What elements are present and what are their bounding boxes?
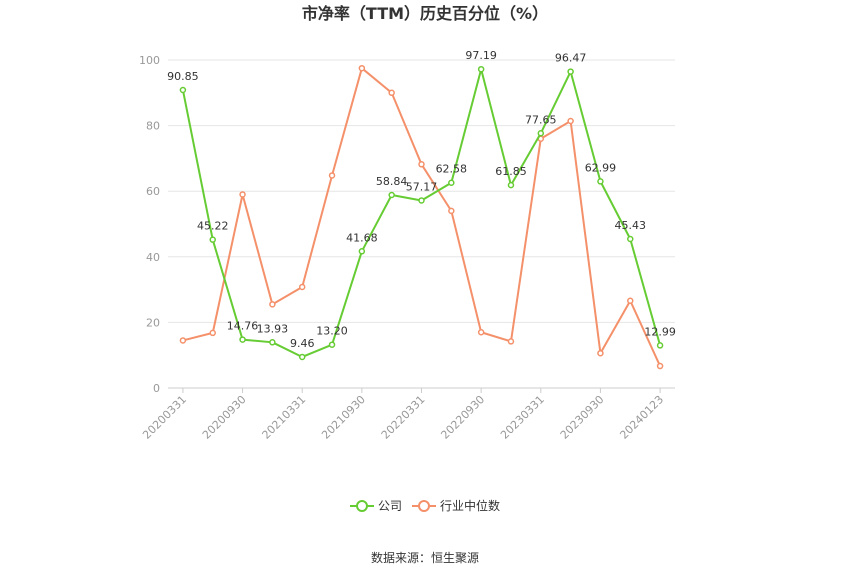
data-point bbox=[507, 338, 515, 345]
data-point bbox=[537, 130, 545, 137]
data-point bbox=[358, 64, 366, 72]
data-point bbox=[298, 353, 306, 361]
data-point bbox=[418, 161, 425, 168]
data-label: 77.65 bbox=[525, 113, 557, 126]
data-label: 97.19 bbox=[465, 49, 497, 62]
data-point bbox=[627, 297, 634, 305]
data-point bbox=[448, 207, 455, 215]
legend-label: 公司 bbox=[378, 499, 402, 513]
data-label: 62.58 bbox=[436, 163, 468, 176]
y-tick-label: 60 bbox=[146, 185, 160, 198]
data-point bbox=[209, 236, 216, 243]
data-point bbox=[477, 65, 485, 73]
data-point bbox=[328, 172, 336, 179]
x-tick-label: 20200930 bbox=[200, 393, 249, 442]
series-line-0 bbox=[181, 68, 662, 358]
data-point bbox=[328, 341, 336, 348]
series-group bbox=[179, 64, 664, 370]
legend-item-1[interactable]: 行业中位数 bbox=[412, 498, 500, 513]
data-point bbox=[627, 235, 634, 243]
x-tick-label: 20200331 bbox=[140, 393, 189, 442]
data-label: 90.85 bbox=[167, 70, 199, 83]
data-label: 45.43 bbox=[615, 219, 647, 232]
legend-marker bbox=[418, 500, 430, 512]
x-tick-label: 20210930 bbox=[319, 393, 368, 442]
data-label: 14.76 bbox=[227, 320, 259, 333]
data-label: 58.84 bbox=[376, 175, 408, 188]
legend-item-0[interactable]: 公司 bbox=[350, 499, 402, 513]
data-point bbox=[269, 301, 276, 308]
data-point bbox=[269, 339, 276, 346]
data-label: 62.99 bbox=[585, 161, 617, 174]
data-label: 9.46 bbox=[290, 337, 315, 350]
data-label: 13.20 bbox=[316, 325, 348, 338]
x-axis: 20200331 20200930 20210331 20210930 20220331… bbox=[140, 387, 675, 442]
data-point bbox=[477, 328, 485, 336]
chart-title: 市净率（TTM）历史百分位（%） bbox=[302, 4, 548, 23]
y-tick-label: 20 bbox=[146, 316, 160, 329]
legend-label: 行业中位数 bbox=[440, 498, 500, 513]
data-point bbox=[656, 362, 664, 370]
source-note: 数据来源：恒生聚源 bbox=[371, 550, 479, 565]
data-label: 41.68 bbox=[346, 231, 378, 244]
y-tick-label: 100 bbox=[139, 54, 160, 67]
x-tick-label: 20240123 bbox=[617, 393, 666, 442]
x-tick-label: 20230930 bbox=[558, 393, 607, 442]
data-label: 45.22 bbox=[197, 220, 229, 233]
data-point bbox=[239, 336, 246, 343]
x-tick-label: 20210331 bbox=[260, 393, 309, 442]
data-label: 57.17 bbox=[406, 180, 438, 193]
data-point bbox=[298, 283, 306, 291]
y-axis: 0 20 40 60 80 100 bbox=[139, 54, 160, 395]
y-tick-label: 40 bbox=[146, 251, 160, 264]
y-tick-label: 0 bbox=[153, 382, 160, 395]
data-point bbox=[567, 117, 574, 125]
data-label: 13.93 bbox=[257, 322, 289, 335]
data-label: 61.85 bbox=[495, 165, 527, 178]
grid-lines bbox=[168, 59, 675, 323]
data-point bbox=[179, 86, 187, 94]
data-point bbox=[239, 191, 246, 198]
legend[interactable]: 公司 行业中位数 bbox=[350, 498, 500, 513]
data-point bbox=[507, 181, 515, 189]
data-point bbox=[358, 248, 366, 255]
data-point bbox=[448, 179, 455, 186]
x-tick-label: 20230331 bbox=[498, 393, 547, 442]
data-point bbox=[388, 191, 395, 199]
legend-marker bbox=[356, 500, 368, 512]
data-label: 12.99 bbox=[644, 325, 676, 338]
data-point bbox=[179, 337, 187, 344]
data-label: 96.47 bbox=[555, 52, 587, 65]
x-tick-label: 20220331 bbox=[379, 393, 428, 442]
data-point bbox=[567, 68, 574, 75]
data-point bbox=[418, 197, 425, 204]
data-point bbox=[209, 329, 216, 337]
data-point bbox=[597, 349, 604, 357]
x-tick-label: 20220930 bbox=[438, 393, 487, 442]
data-point bbox=[388, 89, 395, 97]
data-point bbox=[656, 342, 664, 349]
data-point bbox=[597, 178, 604, 185]
y-tick-label: 80 bbox=[146, 120, 160, 133]
